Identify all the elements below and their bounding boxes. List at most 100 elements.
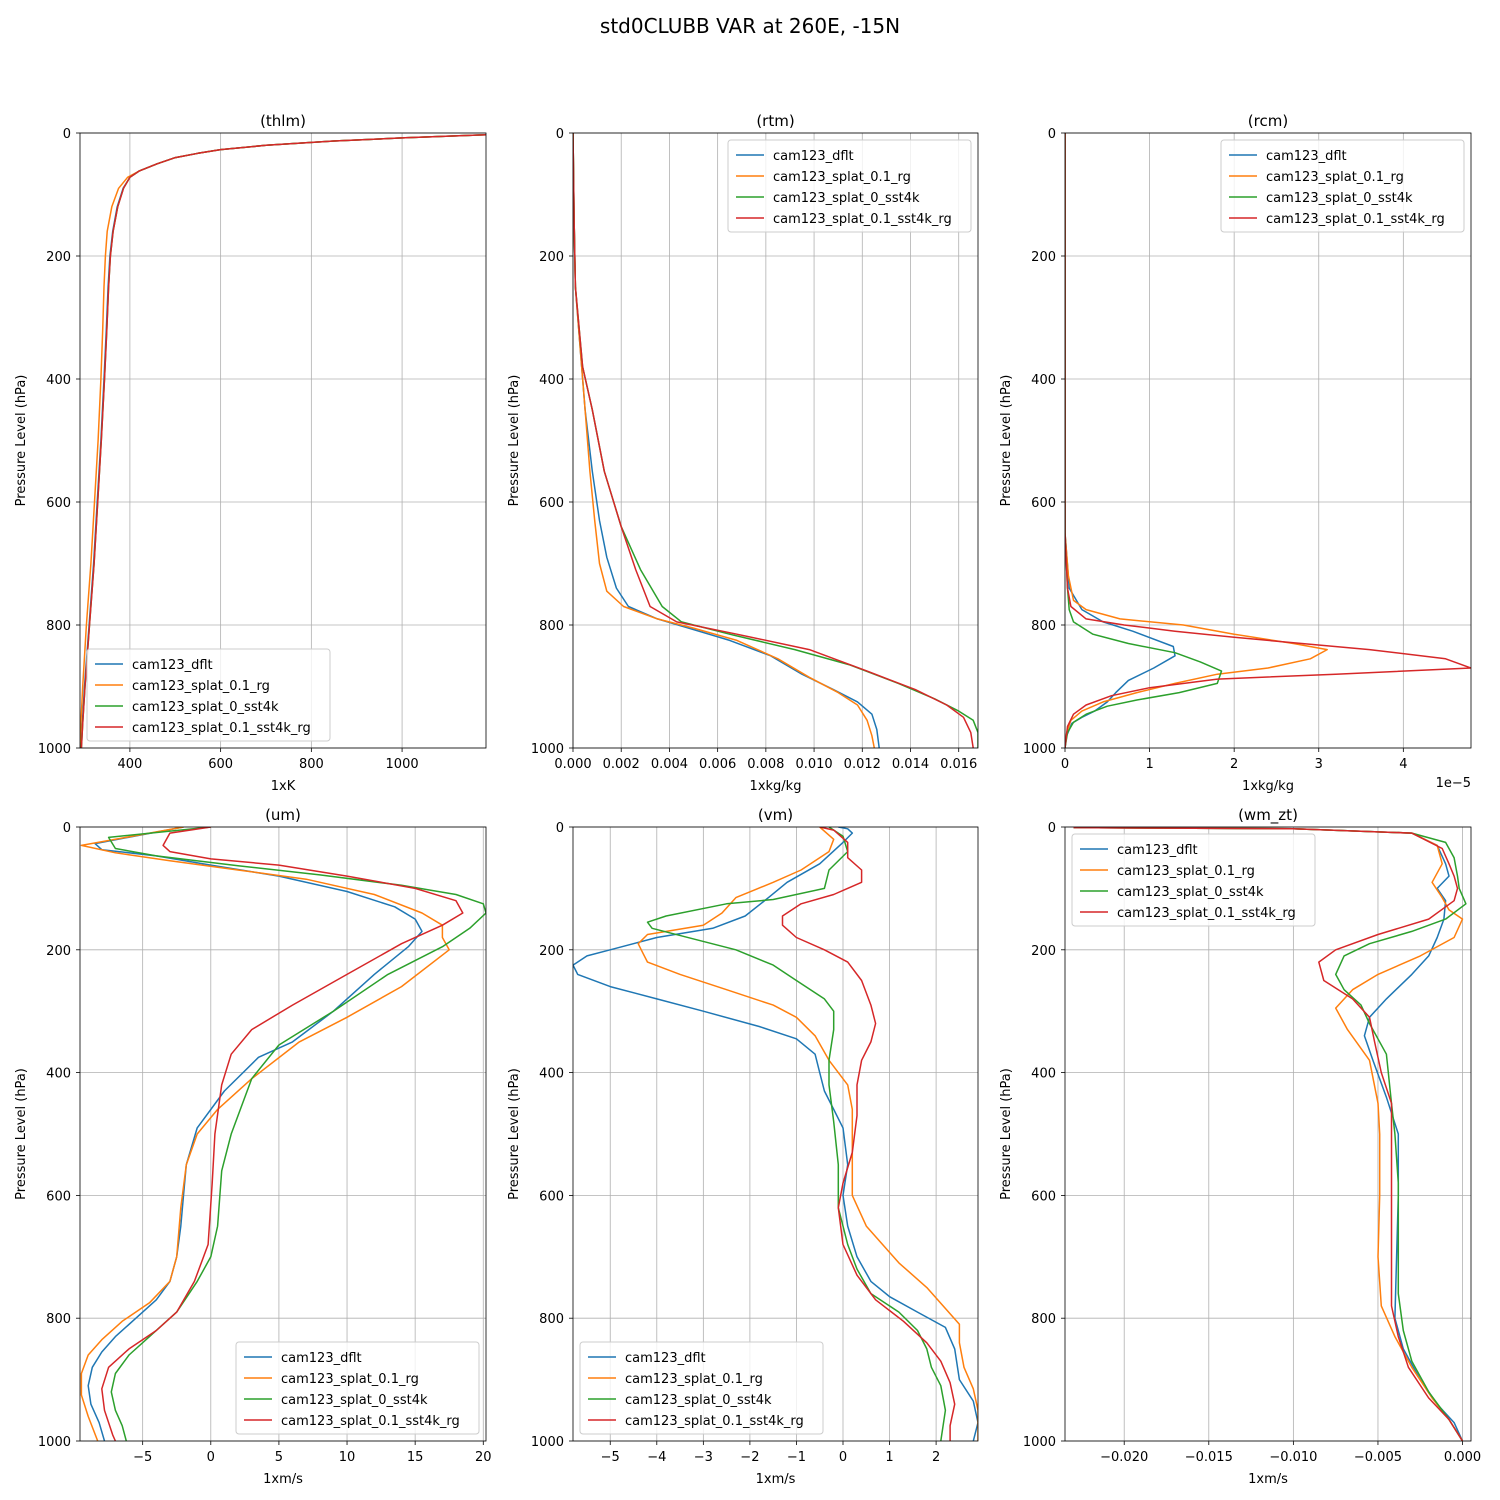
legend-box	[1071, 833, 1316, 927]
series-line-cam123_splat_0_sst4k	[107, 827, 486, 1441]
legend-label: cam123_dflt	[1117, 843, 1198, 858]
x-tick-label: −2	[740, 1450, 759, 1465]
series-line-cam123_splat_0.1_sst4k_rg	[1073, 827, 1464, 1441]
legend-label: cam123_dflt	[1266, 149, 1347, 164]
x-tick-label: 2	[1230, 757, 1238, 772]
x-tick-label: 600	[208, 757, 233, 772]
y-tick-label: 1000	[531, 742, 564, 757]
y-tick-label: 0	[1048, 821, 1056, 836]
y-axis-label: Pressure Level (hPa)	[14, 1068, 29, 1200]
legend: cam123_dflt cam123_splat_0.1_rg cam123_spl…	[1220, 139, 1465, 233]
x-tick-label: 2	[932, 1450, 940, 1465]
x-tick-label: 0.000	[1444, 1450, 1481, 1465]
axes-frame	[79, 132, 487, 749]
panel-title: (um)	[265, 806, 301, 824]
axes-frame	[1064, 132, 1472, 749]
x-axis-label: 1xkg/kg	[750, 779, 802, 794]
y-tick-label: 200	[1031, 250, 1056, 265]
legend-label: cam123_splat_0_sst4k	[773, 191, 920, 206]
y-tick-label: 200	[46, 250, 71, 265]
x-tick-label: 5	[275, 1450, 283, 1465]
y-tick-label: 1000	[38, 1435, 71, 1450]
x-tick-label: 0.002	[603, 757, 640, 772]
x-axis-label: 1xm/s	[1248, 1472, 1288, 1487]
y-tick-label: 0	[63, 821, 71, 836]
x-tick-label: −5	[601, 1450, 620, 1465]
x-axis-label: 1xK	[271, 779, 296, 794]
y-tick-label: 200	[1031, 944, 1056, 959]
y-tick-label: 800	[46, 619, 71, 634]
y-tick-label: 600	[1031, 496, 1056, 511]
series-line-cam123_splat_0.1_sst4k_rg	[781, 827, 956, 1441]
x-tick-label: −5	[133, 1450, 152, 1465]
x-axis-label: 1xkg/kg	[1242, 779, 1294, 794]
x-tick-label: 400	[117, 757, 142, 772]
legend-label: cam123_splat_0.1_sst4k_rg	[773, 212, 952, 227]
legend: cam123_dflt cam123_splat_0.1_rg cam123_spl…	[235, 1341, 480, 1435]
y-tick-label: 200	[46, 944, 71, 959]
y-axis-label: Pressure Level (hPa)	[999, 375, 1014, 507]
series-line-cam123_splat_0_sst4k	[646, 827, 947, 1441]
x-tick-label: −3	[694, 1450, 713, 1465]
y-tick-label: 1000	[38, 742, 71, 757]
panel-title: (wm_zt)	[1238, 806, 1298, 825]
series-line-cam123_splat_0_sst4k	[1065, 133, 1223, 748]
legend: cam123_dflt cam123_splat_0.1_rg cam123_spl…	[727, 139, 972, 233]
series-line-cam123_splat_0.1_rg	[1065, 133, 1328, 748]
legend-box	[727, 139, 972, 233]
y-tick-label: 800	[1031, 1312, 1056, 1327]
y-tick-label: 600	[539, 1189, 564, 1204]
x-tick-label: 0.010	[795, 757, 832, 772]
y-tick-label: 1000	[1023, 742, 1056, 757]
x-tick-label: 4	[1399, 757, 1407, 772]
y-tick-label: 400	[539, 1067, 564, 1082]
axes-frame	[79, 826, 487, 1442]
legend-label: cam123_splat_0.1_rg	[1117, 864, 1255, 879]
x-tick-label: 0.016	[940, 757, 977, 772]
x-tick-label: −0.010	[1269, 1450, 1317, 1465]
y-tick-label: 200	[539, 944, 564, 959]
panel-title: (rcm)	[1248, 112, 1288, 130]
y-tick-label: 0	[63, 127, 71, 142]
panel-rtm: 0.000 0.002 0.004 0.006 0.008 0.010 0.012 0.014…	[507, 112, 979, 794]
y-tick-label: 800	[539, 1312, 564, 1327]
legend-label: cam123_splat_0.1_rg	[132, 679, 270, 694]
legend-label: cam123_splat_0.1_rg	[1266, 170, 1404, 185]
x-tick-label: 0.004	[651, 757, 688, 772]
legend-label: cam123_splat_0_sst4k	[1117, 885, 1264, 900]
axes-frame	[572, 826, 979, 1442]
series-line-cam123_splat_0.1_sst4k_rg	[101, 827, 464, 1441]
y-tick-label: 600	[539, 496, 564, 511]
y-tick-label: 0	[556, 821, 564, 836]
y-axis-label: Pressure Level (hPa)	[14, 375, 29, 507]
series-line-cam123_splat_0.1_sst4k_rg	[80, 134, 486, 748]
x-axis-label: 1xm/s	[263, 1472, 303, 1487]
x-tick-label: −0.015	[1185, 1450, 1233, 1465]
x-tick-label: 15	[407, 1450, 424, 1465]
y-axis-label: Pressure Level (hPa)	[507, 1068, 522, 1200]
legend-label: cam123_splat_0.1_sst4k_rg	[1266, 212, 1445, 227]
y-tick-label: 0	[1048, 127, 1056, 142]
panel-um: −5 0 5 10 15 2002004006008001000(um)1xm/sPres…	[14, 806, 492, 1487]
x-tick-label: 10	[339, 1450, 356, 1465]
legend-box	[579, 1341, 824, 1435]
legend: cam123_dflt cam123_splat_0.1_rg cam123_spl…	[1071, 833, 1316, 927]
legend-label: cam123_splat_0_sst4k	[281, 1393, 428, 1408]
x-tick-label: 20	[475, 1450, 492, 1465]
series-line-cam123_splat_0.1_rg	[573, 133, 876, 748]
x-tick-label: 0.006	[699, 757, 736, 772]
y-axis-label: Pressure Level (hPa)	[507, 375, 522, 507]
panel-rcm: 0 1 2 3 4 0 200 400 600 800 1000 (rcm) 1xkg/kg Pressu…	[999, 112, 1472, 794]
series-line-cam123_dflt	[573, 827, 978, 1441]
series-line-cam123_dflt	[1073, 827, 1464, 1441]
legend-label: cam123_splat_0.1_sst4k_rg	[1117, 906, 1296, 921]
axes-frame	[1064, 826, 1472, 1442]
x-tick-label: −0.005	[1354, 1450, 1402, 1465]
x-tick-label: 0.012	[844, 757, 881, 772]
y-tick-label: 400	[46, 373, 71, 388]
legend-label: cam123_splat_0.1_rg	[773, 170, 911, 185]
panel-thlm: 400 600 800 1000 0 200 400 600 800 1000 (thlm) 1xK P…	[14, 112, 487, 794]
x-tick-label: 0.008	[747, 757, 784, 772]
panel-title: (thlm)	[260, 112, 306, 130]
y-tick-label: 600	[46, 1189, 71, 1204]
